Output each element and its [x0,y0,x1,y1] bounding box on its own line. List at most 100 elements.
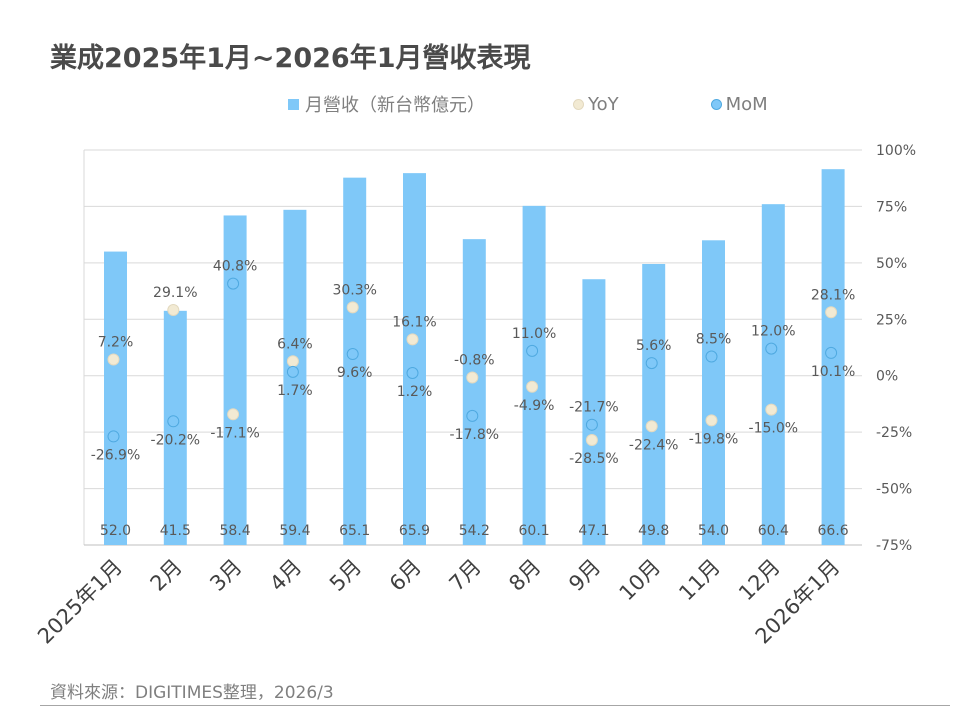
revenue-bar [462,239,486,545]
legend-item-yoy: YoY [573,94,619,115]
right-axis-tick-label: 50% [876,256,907,272]
yoy-marker [346,301,359,314]
legend: 月營收（新台幣億元） YoY MoM [288,92,768,116]
revenue-value-label: 65.1 [339,523,370,539]
chart-title: 業成2025年1月~2026年1月營收表現 [50,43,531,74]
yoy-marker [227,408,240,421]
revenue-bar [104,251,127,546]
mom-value-label: 10.1% [811,364,855,380]
category-label: 5月 [325,555,366,596]
category-label: 6月 [385,555,426,596]
yoy-value-label: 16.1% [392,314,436,330]
yoy-marker [645,420,658,433]
right-axis-tick-label: -50% [876,482,912,498]
revenue-bar [642,263,666,545]
legend-item-revenue: 月營收（新台幣億元） [288,91,485,117]
category-label: 7月 [445,555,486,596]
yoy-value-label: -22.4% [629,437,679,453]
legend-mom-marker [710,98,722,110]
source-note: 資料來源：DIGITIMES整理，2026/3 [50,683,334,703]
yoy-value-label: 6.4% [277,336,313,352]
revenue-bar [761,204,785,545]
mom-marker [346,348,359,361]
mom-value-label: -20.2% [151,432,201,448]
mom-marker [765,342,778,355]
category-label: 9月 [564,555,605,596]
yoy-value-label: 30.3% [332,282,376,298]
yoy-value-label: -0.8% [454,353,495,369]
mom-value-label: 1.2% [397,384,433,400]
revenue-bar [403,173,426,545]
category-label: 10月 [615,555,666,606]
mom-value-label: 1.7% [277,383,313,399]
revenue-value-label: 52.0 [100,523,131,539]
yoy-marker [825,306,838,319]
legend-revenue-swatch [288,98,299,110]
mom-value-label: 40.8% [213,259,257,275]
revenue-value-label: 65.9 [399,523,430,539]
revenue-value-label: 59.4 [279,523,310,539]
bottom-divider [40,705,950,706]
mom-value-label: -17.8% [450,427,500,443]
revenue-bar [163,310,187,545]
mom-marker [286,365,299,378]
mom-marker [526,344,539,357]
right-axis-tick-label: 0% [876,369,898,385]
mom-marker [825,346,838,359]
yoy-marker [765,403,778,416]
legend-revenue-label: 月營收（新台幣億元） [305,95,485,116]
mom-value-label: 5.6% [636,338,672,354]
yoy-value-label: -17.1% [210,425,260,441]
category-label: 12月 [734,555,785,606]
yoy-value-label: -19.8% [689,431,739,447]
right-axis-tick-label: -75% [876,538,912,554]
mom-marker [107,430,120,443]
category-label: 3月 [205,555,246,596]
mom-marker [585,418,598,431]
right-axis-tick-label: 100% [876,143,916,159]
right-axis-tick-label: 75% [876,199,907,215]
legend-item-mom: MoM [710,93,768,115]
revenue-value-label: 49.8 [638,523,669,539]
category-label: 2025年1月 [33,555,127,649]
category-label: 8月 [504,555,545,596]
revenue-value-label: 60.1 [519,523,550,539]
legend-mom-label: MoM [725,93,768,115]
revenue-value-label: 58.4 [220,523,251,539]
revenue-bar [223,215,247,545]
mom-value-label: -21.7% [569,400,619,416]
revenue-bar [343,177,367,545]
revenue-bar [702,240,725,546]
yoy-marker [286,355,299,368]
revenue-value-label: 66.6 [818,523,849,539]
yoy-marker [526,380,539,393]
mom-marker [406,367,419,380]
mom-value-label: -26.9% [91,447,141,463]
revenue-value-label: 54.0 [698,523,729,539]
category-label: 2月 [146,555,187,596]
category-label: 11月 [674,555,725,606]
yoy-value-label: -15.0% [749,421,799,437]
yoy-marker [167,304,180,317]
revenue-bar [522,205,546,545]
right-axis-tick-label: 25% [876,312,907,328]
yoy-marker [107,353,120,366]
yoy-marker [406,333,419,346]
yoy-value-label: 29.1% [153,285,197,301]
yoy-value-label: -4.9% [514,398,555,414]
mom-marker [466,409,479,422]
yoy-marker [705,414,718,427]
revenue-value-label: 47.1 [578,523,609,539]
mom-marker [227,277,240,290]
mom-value-label: 12.0% [751,324,795,340]
mom-marker [705,350,718,363]
revenue-value-label: 41.5 [160,523,191,539]
yoy-value-label: -28.5% [569,451,619,467]
revenue-value-label: 60.4 [758,523,789,539]
legend-yoy-label: YoY [588,93,619,115]
yoy-value-label: 7.2% [98,334,134,350]
legend-yoy-marker [573,98,584,110]
right-axis-tick-label: -25% [876,425,912,441]
mom-marker [645,357,658,370]
